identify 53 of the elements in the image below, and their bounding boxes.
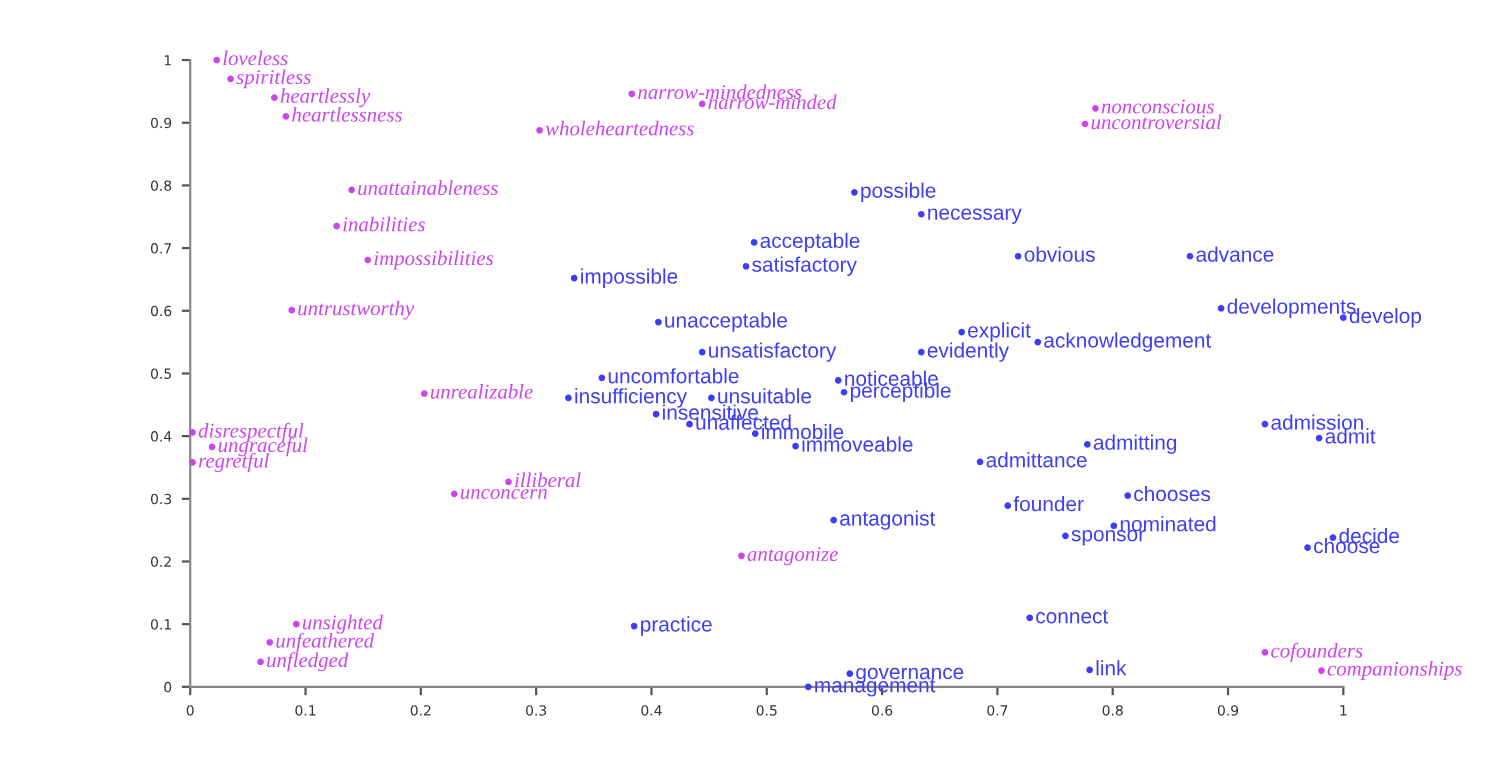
data-label: insufficiency — [575, 388, 688, 408]
data-label: wholeheartedness — [545, 120, 694, 136]
data-label: admittance — [986, 452, 1087, 468]
data-label: evidently — [927, 342, 1010, 362]
data-label: noticeable — [845, 370, 938, 386]
data-label: spiritless — [236, 69, 311, 89]
data-label: immoveable — [802, 436, 913, 452]
data-label: unfeathered — [276, 632, 375, 652]
data-label: disrespectful — [198, 422, 304, 442]
data-label: unsuitable — [718, 388, 812, 404]
data-label: sponsor — [1071, 529, 1145, 546]
data-label: unconcern — [460, 488, 547, 500]
data-label: loveless — [223, 50, 288, 66]
data-label: ungraceful — [218, 437, 308, 457]
data-label: possible — [861, 182, 936, 203]
data-label: unattainableness — [358, 180, 498, 196]
data-label: acceptable — [760, 232, 860, 253]
data-label: heartlessly — [280, 88, 371, 108]
data-label: regretful — [198, 452, 269, 473]
data-label: link — [1096, 660, 1127, 676]
data-label: necessary — [928, 208, 1022, 224]
data-label: connect — [1036, 609, 1109, 624]
data-label: antagonist — [840, 510, 936, 530]
data-label: nominated — [1120, 516, 1216, 532]
data-label: impossible — [581, 268, 678, 288]
data-label: unrealizable — [430, 384, 533, 399]
data-label: explicit — [968, 322, 1031, 342]
data-label: uncontroversial — [1091, 114, 1222, 130]
data-label: satisfactory — [752, 256, 857, 276]
data-label: untrustworthy — [298, 300, 415, 320]
data-label: unsatisfactory — [709, 342, 837, 362]
data-label: advance — [1196, 246, 1274, 262]
data-label: impossibilities — [374, 250, 494, 270]
data-label: cofounders — [1271, 642, 1363, 662]
data-label: acknowledgement — [1044, 332, 1212, 352]
data-label: chooses — [1134, 485, 1211, 502]
data-label: nonconscious — [1101, 99, 1214, 114]
data-label: uncomfortable — [608, 368, 739, 384]
data-label: admit — [1325, 428, 1376, 444]
data-label: heartlessness — [292, 107, 402, 122]
data-label: unfledged — [267, 652, 349, 672]
data-label: unacceptable — [665, 312, 787, 332]
data-label: inabilities — [343, 216, 425, 232]
data-label: admission — [1271, 414, 1363, 430]
data-label: founder — [1013, 495, 1084, 512]
data-label: antagonize — [747, 547, 838, 566]
data-label: practice — [641, 616, 712, 636]
data-label: unsighted — [302, 614, 383, 634]
data-label: admitting — [1093, 434, 1177, 454]
data-label: illiberal — [515, 472, 581, 488]
data-label: companionships — [1327, 661, 1462, 680]
data-label: obvious — [1024, 246, 1095, 262]
data-label: perceptible — [850, 382, 951, 402]
